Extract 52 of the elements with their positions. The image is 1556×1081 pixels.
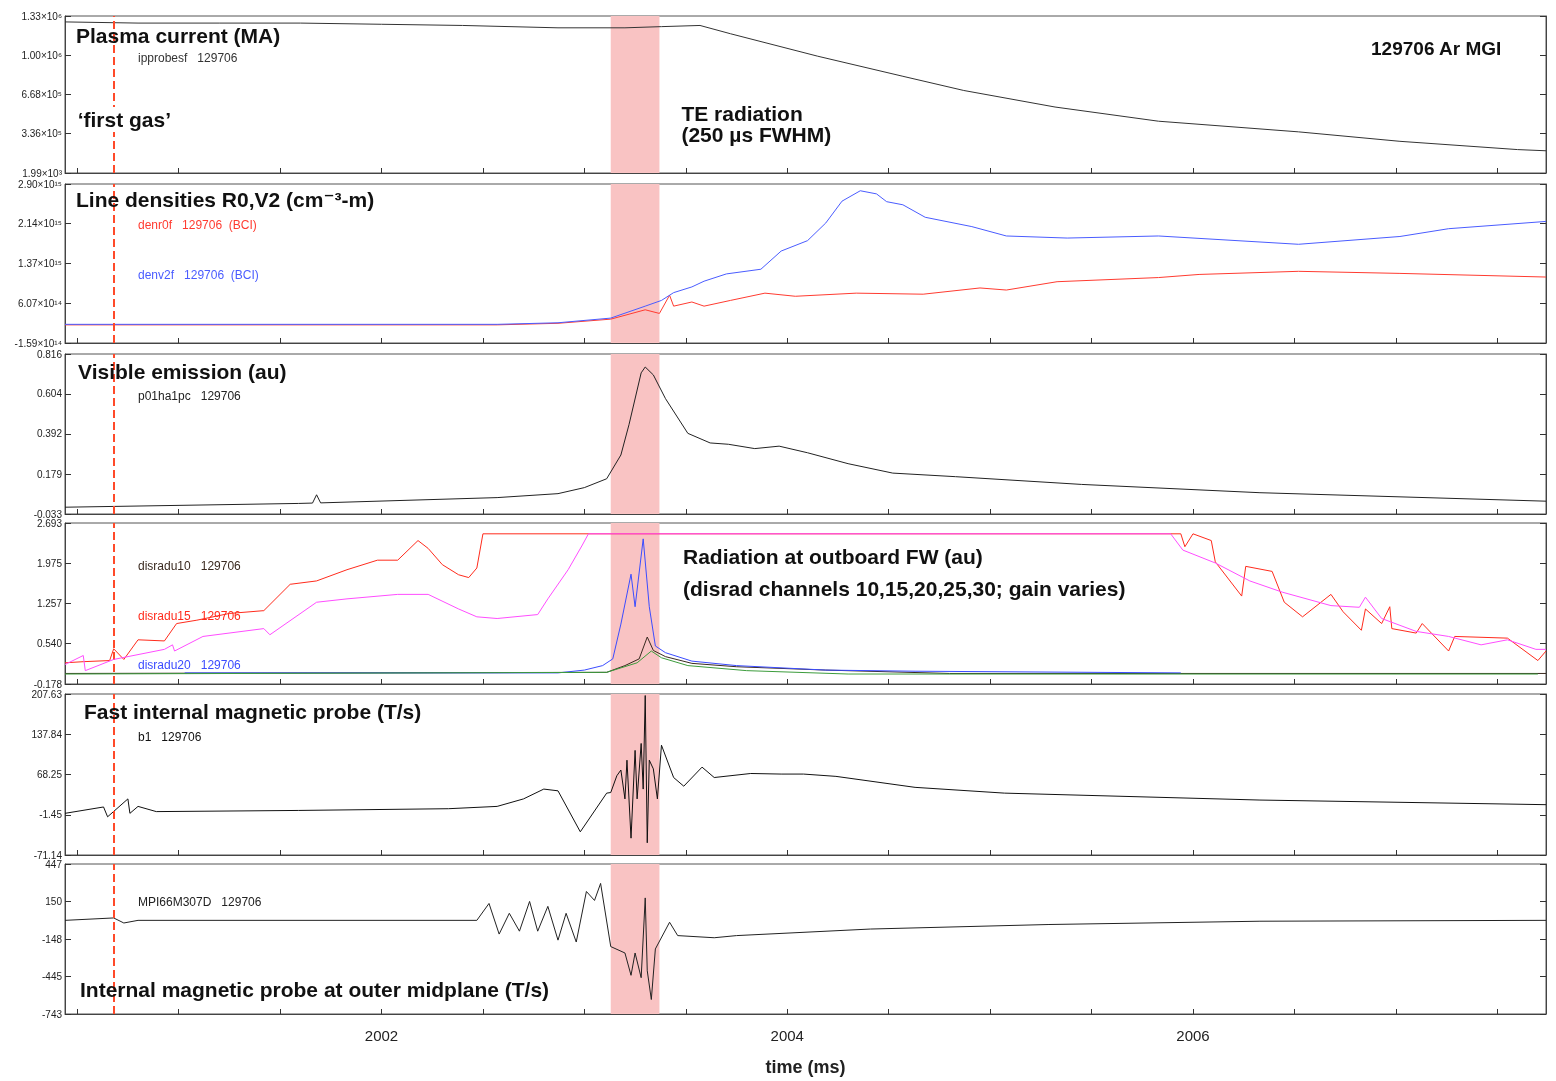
- text: denr0f 129706 (BCI): [138, 218, 257, 232]
- text: (disrad channels 10,15,20,25,30; gain varies): [683, 577, 1126, 600]
- text: p01ha1pc 129706: [138, 389, 242, 403]
- y-tick-label: 6.07×10¹⁴: [17, 297, 62, 309]
- y-tick-label: 207.63: [31, 688, 63, 700]
- chart-title: Visible emission (au): [78, 360, 287, 383]
- y-tick-label: 0.540: [36, 638, 63, 650]
- y-tick-label: 1.99×10³: [22, 167, 63, 179]
- chart-title: Line densities R0,V2 (cm⁻³-m): [76, 188, 375, 211]
- y-tick-label: 1.00×10⁶: [21, 49, 62, 61]
- y-tick-label: -1.59×10¹⁴: [14, 337, 62, 349]
- x-tick-label: 2006: [1176, 1027, 1210, 1044]
- text: ipprobesf 129706: [138, 51, 238, 65]
- y-tick-label: 68.25: [36, 769, 63, 780]
- text: b1 129706: [138, 730, 202, 744]
- y-tick-label: -0.033: [33, 508, 63, 520]
- ref-line-label: ‘first gas’: [77, 108, 172, 131]
- y-tick-label: 137.84: [31, 728, 63, 740]
- y-tick-label: 0.816: [36, 348, 63, 360]
- y-tick-label: 447: [45, 858, 63, 870]
- x-tick-label: 2004: [770, 1027, 804, 1044]
- x-axis-title: time (ms): [765, 1057, 846, 1077]
- text: Radiation at outboard FW (au): [683, 545, 983, 568]
- x-tick-label: 2002: [364, 1027, 399, 1044]
- y-tick-label: 0.604: [36, 388, 63, 400]
- band-label: TE radiation (250 µs FWHM): [681, 102, 832, 146]
- y-tick-label: 1.33×10⁶: [21, 10, 62, 22]
- y-tick-label: 6.68×10⁵: [21, 88, 62, 100]
- y-tick-label: -0.178: [33, 678, 63, 690]
- y-tick-label: 0.392: [36, 428, 63, 440]
- y-tick-label: 1.37×10¹⁵: [18, 258, 62, 270]
- y-tick-label: 1.257: [36, 598, 63, 610]
- y-tick-label: -71.14: [33, 849, 63, 861]
- series-label: disradu20 129706: [138, 658, 242, 672]
- text: disradu10 129706: [138, 559, 242, 573]
- y-tick-label: 0.179: [36, 468, 63, 480]
- series-label: MPI66M307D 129706: [138, 895, 262, 909]
- y-tick-label: -148: [41, 933, 63, 945]
- y-tick-label: 2.90×10¹⁵: [18, 178, 62, 190]
- text: denv2f 129706 (BCI): [138, 268, 259, 282]
- y-tick-label: -1.45: [39, 809, 63, 821]
- y-tick-label: 2.693: [36, 517, 63, 529]
- chart-title: Fast internal magnetic probe (T/s): [84, 700, 422, 723]
- y-tick-label: 1.975: [36, 557, 63, 569]
- annotation: 129706 Ar MGI: [1371, 38, 1502, 59]
- y-tick-label: 3.36×10⁵: [21, 128, 62, 140]
- y-tick-label: -743: [41, 1008, 63, 1020]
- text: Internal magnetic probe at outer midplane (T/s): [80, 978, 550, 1001]
- y-tick-label: -445: [41, 970, 63, 982]
- chart-title: Plasma current (MA): [76, 24, 281, 47]
- y-tick-label: 150: [45, 895, 63, 907]
- y-tick-label: 2.14×10¹⁵: [18, 218, 62, 229]
